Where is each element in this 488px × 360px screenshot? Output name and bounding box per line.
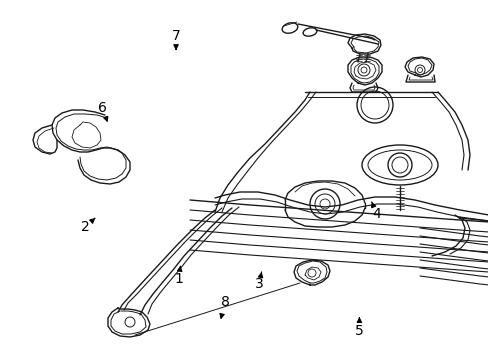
Text: 5: 5: [354, 318, 363, 338]
Text: 7: 7: [171, 29, 180, 49]
Text: 6: 6: [98, 101, 108, 121]
Text: 4: 4: [371, 202, 380, 221]
Text: 1: 1: [174, 266, 183, 286]
Text: 2: 2: [81, 218, 95, 234]
Text: 8: 8: [220, 296, 229, 318]
Text: 3: 3: [254, 272, 263, 291]
